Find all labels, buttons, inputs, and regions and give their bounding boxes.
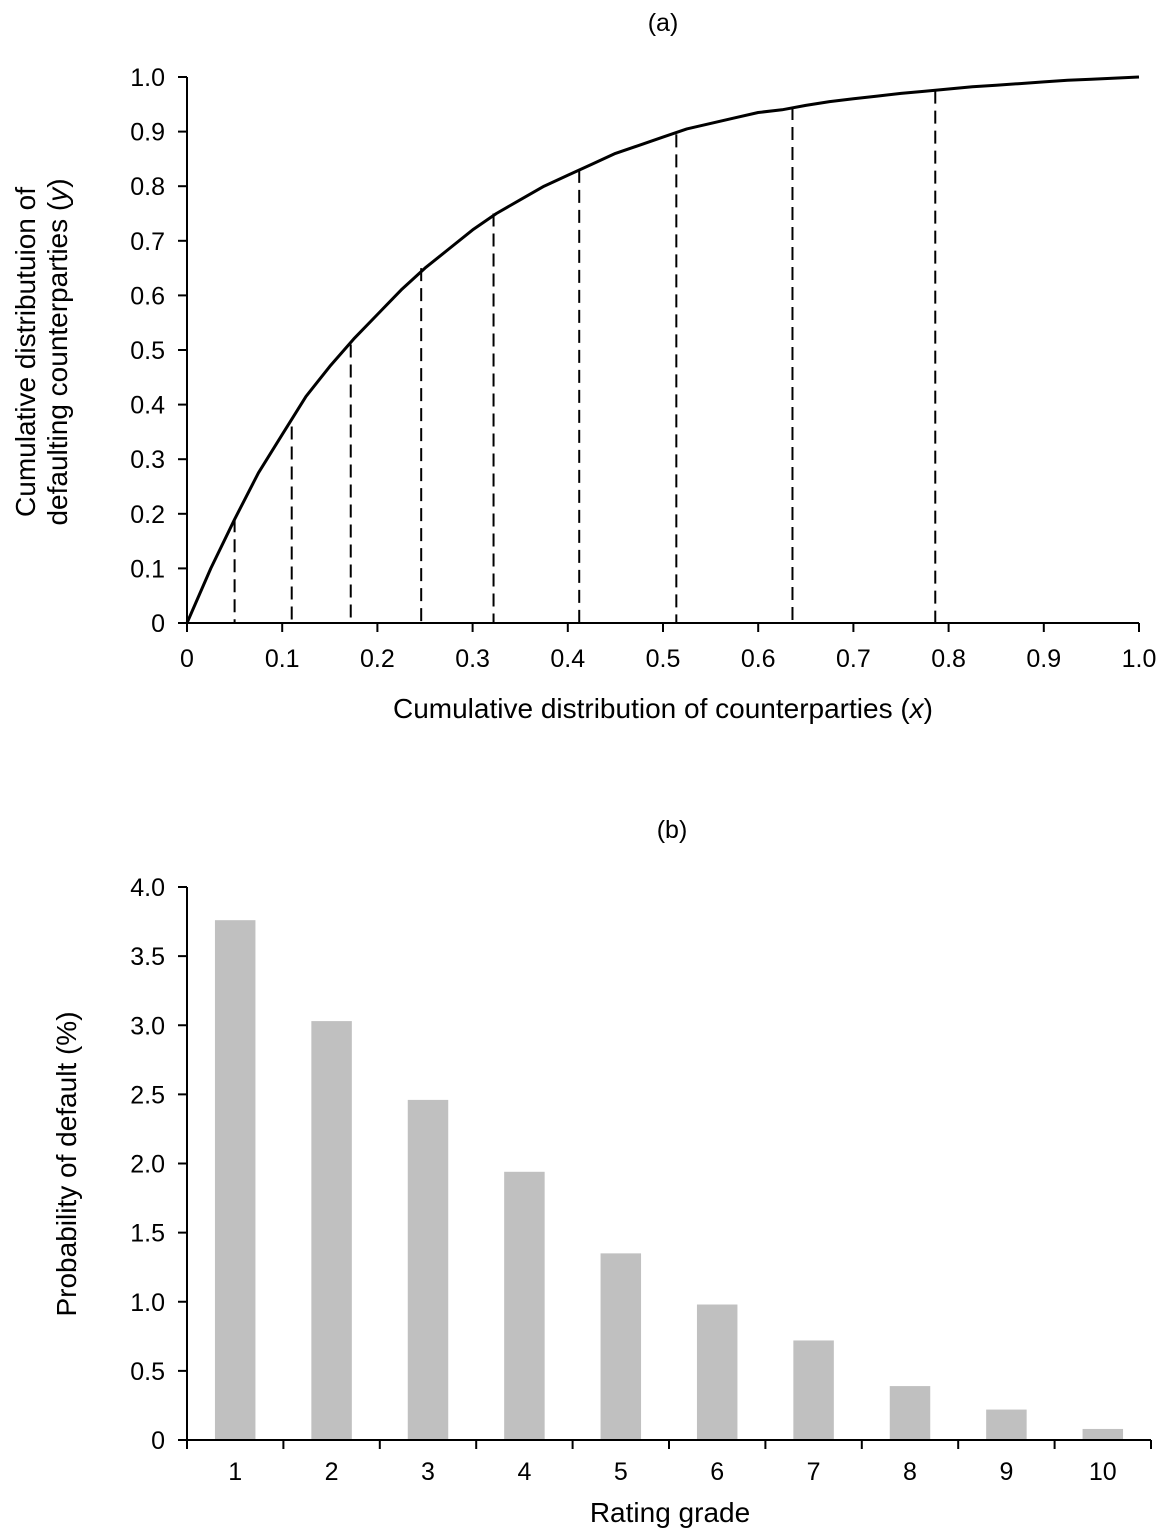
- panel-a-y-tick-label: 0.3: [130, 446, 165, 474]
- panel-a-y-tick-label: 0.1: [130, 555, 165, 583]
- panel-b-title: (b): [657, 816, 688, 844]
- panel-a-y-tick-label: 1.0: [130, 64, 165, 92]
- panel-a-y-tick-label: 0.8: [130, 173, 165, 201]
- panel-b-x-tick-label: 4: [517, 1458, 531, 1486]
- panel-b-y-tick-label: 3.5: [130, 943, 165, 971]
- panel-b-bar: [986, 1409, 1027, 1440]
- panel-b-x-tick-label: 1: [228, 1458, 242, 1486]
- panel-b-x-tick-label: 8: [903, 1458, 917, 1486]
- panel-a-y-axis-title-line2: defaulting counterparties (y): [42, 178, 73, 525]
- panel-b-bar: [407, 1099, 449, 1440]
- panel-b-y-tick-label: 3.0: [130, 1012, 165, 1040]
- panel-a-y-tick-label: 0: [151, 610, 165, 638]
- panel-b-y-tick-label: 0.5: [130, 1358, 165, 1386]
- panel-b-y-tick-label: 4.0: [130, 874, 165, 902]
- panel-a-x-tick-label: 0.5: [646, 645, 681, 673]
- panel-b-bars: [214, 920, 1124, 1440]
- panel-b-axes: 0 0.5 1.0 1.5 2.0 2.5 3.0 3.5 4.0 1 2 3 4 5 6 7 8 9 10: [130, 874, 1152, 1486]
- panel-a-x-axis-title: Cumulative distribution of counterpartie…: [393, 693, 933, 724]
- panel-a-x-tick-label: 0.4: [550, 645, 585, 673]
- panel-b-y-tick-label: 2.0: [130, 1151, 165, 1179]
- panel-b-x-tick-label: 2: [325, 1458, 339, 1486]
- panel-a-x-tick-label: 0.1: [265, 645, 300, 673]
- panel-b-x-tick-label: 10: [1089, 1458, 1117, 1486]
- panel-a-y-tick-label: 0.2: [130, 501, 165, 529]
- panel-a-y-tick-label: 0.7: [130, 228, 165, 256]
- panel-b-bar: [311, 1021, 352, 1440]
- panel-b-y-tick-label: 1.0: [130, 1289, 165, 1317]
- panel-b-y-tick-label: 0: [151, 1427, 165, 1455]
- panel-b-y-tick-label: 1.5: [130, 1220, 165, 1248]
- panel-a-series: [185, 75, 1140, 624]
- panel-a-y-axis-title: Cumulative distributuion of defaulting c…: [10, 178, 73, 525]
- panel-a-y-axis-title-line1: Cumulative distributuion of: [10, 187, 41, 517]
- panel-a-line-chart: (a) Cumulative distributuion of defaulti…: [10, 9, 1156, 724]
- panel-b-bar: [504, 1171, 545, 1440]
- panel-b-y-axis-title: Probability of default (%): [51, 1011, 82, 1316]
- panel-b-x-tick-label: 5: [614, 1458, 628, 1486]
- panel-b-bar: [793, 1340, 834, 1440]
- panel-b-bar-chart: (b) Probability of default (%) Rating gr…: [51, 816, 1152, 1528]
- panel-a-x-tick-label: 0: [180, 645, 194, 673]
- panel-b-x-tick-label: 6: [710, 1458, 724, 1486]
- panel-b-x-tick-label: 7: [807, 1458, 821, 1486]
- panel-a-y-tick-label: 0.4: [130, 392, 165, 420]
- panel-a-x-tick-label: 1.0: [1122, 645, 1157, 673]
- panel-b-bar: [1082, 1428, 1124, 1440]
- panel-a-y-tick-label: 0.9: [130, 119, 165, 147]
- panel-b-bar: [214, 920, 256, 1440]
- panel-b-bar: [889, 1386, 931, 1440]
- panel-a-x-tick-label: 0.7: [836, 645, 871, 673]
- panel-a-axes: 0 0.1 0.2 0.3 0.4 0.5 0.6 0.7 0.8 0.9 1.0 0 0.1 0.2 0.…: [130, 64, 1156, 673]
- panel-b-x-axis-title: Rating grade: [590, 1497, 750, 1528]
- panel-b-bar: [600, 1253, 642, 1440]
- panel-a-x-tick-label: 0.6: [741, 645, 776, 673]
- panel-a-x-tick-label: 0.8: [931, 645, 966, 673]
- panel-b-bar: [696, 1304, 738, 1440]
- panel-b-x-tick-label: 9: [999, 1458, 1013, 1486]
- panel-a-x-tick-label: 0.3: [455, 645, 490, 673]
- panel-a-x-tick-label: 0.9: [1026, 645, 1061, 673]
- panel-a-title: (a): [648, 9, 679, 37]
- panel-a-y-tick-label: 0.6: [130, 282, 165, 310]
- panel-b-x-tick-label: 3: [421, 1458, 435, 1486]
- panel-a-series-line: [185, 75, 1140, 624]
- panel-a-drop-lines: [233, 90, 937, 623]
- panel-a-x-tick-label: 0.2: [360, 645, 395, 673]
- panel-a-y-tick-label: 0.5: [130, 337, 165, 365]
- panel-b-y-tick-label: 2.5: [130, 1081, 165, 1109]
